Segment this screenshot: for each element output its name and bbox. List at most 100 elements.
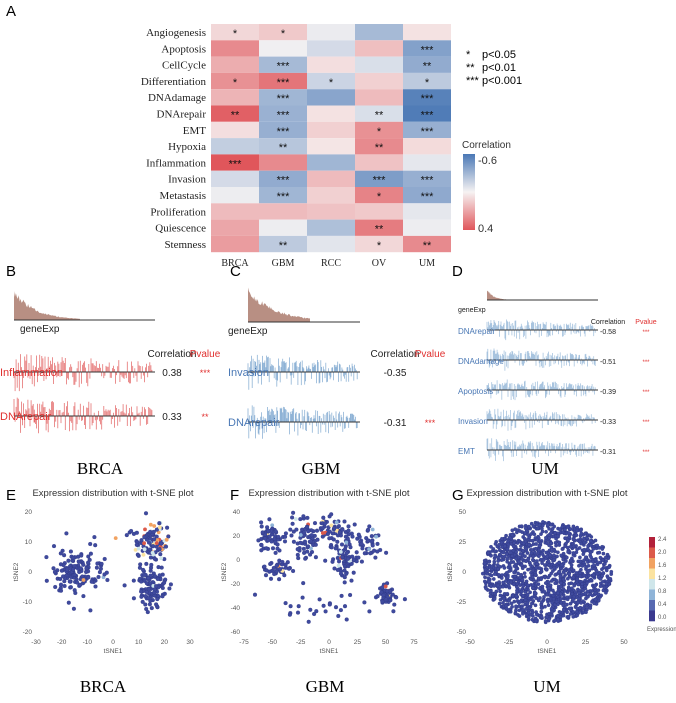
tsne-point: [148, 522, 153, 527]
x-axis-label: tSNE1: [104, 648, 123, 655]
tsne-point: [344, 551, 349, 556]
tsne-point: [264, 568, 269, 573]
tsne-point: [513, 611, 518, 615]
tsne-point: [84, 569, 89, 575]
tsne-point: [568, 601, 573, 606]
tsne-point: [518, 552, 523, 556]
y-axis-label: tSNE2: [447, 562, 454, 581]
tsne-point: [342, 604, 348, 609]
heatmap-cell: [211, 187, 259, 204]
tsne-point: [136, 546, 141, 551]
sig-label-3: p<0.001: [482, 75, 522, 87]
tsne-point: [528, 590, 532, 595]
tsne-point: [506, 539, 510, 544]
row-label: Hypoxia: [168, 141, 206, 153]
tsne-point: [53, 584, 58, 590]
tsne-point: [62, 583, 67, 589]
tsne-point: [271, 565, 276, 571]
tsne-point: [582, 540, 587, 545]
tsne-point: [541, 558, 546, 562]
tsne-point: [375, 541, 380, 546]
tsne-point: [534, 522, 539, 527]
tsne-point: [323, 558, 328, 563]
tsne-point: [498, 593, 503, 598]
significance-star: *: [233, 77, 238, 89]
tsne-point: [523, 531, 527, 535]
tsne-point: [340, 527, 345, 532]
tsne-point: [567, 587, 572, 592]
tsne-point: [586, 563, 591, 568]
tsne-point: [583, 531, 588, 536]
tsne-point: [283, 534, 288, 539]
tsne-point: [140, 599, 145, 604]
tsne-point: [500, 536, 504, 541]
tsne-point: [143, 511, 149, 516]
tsne-point: [268, 561, 273, 567]
tsne-point: [511, 544, 516, 549]
tsne-point: [88, 551, 93, 556]
correlation-header: Correlation: [591, 319, 625, 326]
tsne-point: [308, 552, 313, 557]
tsne-point: [541, 548, 545, 553]
tsne-point: [320, 531, 325, 535]
tsne-point: [565, 545, 570, 550]
tsne-point: [503, 554, 507, 559]
tsne-point: [576, 600, 580, 605]
tsne-point: [51, 566, 56, 571]
tsne-point: [339, 593, 344, 598]
tsne-point: [496, 567, 500, 571]
significance-star: ***: [277, 126, 291, 138]
tsne-point: [550, 526, 555, 531]
x-tick-label: 30: [186, 639, 194, 646]
tsne-point: [493, 542, 498, 546]
tsne-point: [143, 594, 148, 599]
tsne-point: [504, 606, 509, 611]
tsne-point: [577, 591, 581, 595]
tsne-point: [578, 555, 582, 560]
panel-label-f: F: [230, 487, 239, 504]
tsne-point: [344, 617, 349, 622]
tsne-point: [142, 572, 147, 577]
heatmap-cell: [403, 121, 451, 139]
y-tick-label: 50: [459, 509, 467, 516]
tsne-point: [527, 605, 532, 610]
tsne-point: [565, 595, 569, 600]
tsne-point: [144, 589, 149, 595]
tsne-point: [52, 569, 57, 575]
tsne-point: [259, 524, 264, 529]
tsne-point: [557, 540, 562, 545]
tsne-point: [498, 552, 502, 557]
cancer-label-b: BRCA: [77, 459, 124, 478]
tsne-point: [252, 592, 258, 597]
heatmap-cell: [403, 89, 451, 106]
expression-area: [14, 291, 80, 320]
track-label: DNArepair: [458, 327, 496, 336]
tsne-point: [278, 567, 283, 572]
tsne-point: [567, 581, 571, 586]
track-correlation: -0.35: [384, 368, 407, 379]
track-bars: [247, 405, 358, 439]
tsne-point: [287, 612, 292, 617]
tsne-point: [122, 583, 127, 588]
tsne-point: [274, 569, 279, 574]
x-tick-label: 75: [410, 639, 418, 646]
tsne-point: [301, 546, 306, 551]
tsne-point: [86, 554, 91, 559]
track-correlation: 0.38: [162, 368, 182, 379]
significance-star: ***: [421, 44, 435, 56]
significance-star: **: [231, 110, 240, 122]
tsne-point: [553, 531, 557, 535]
heatmap-cell: [211, 89, 259, 106]
x-tick-label: 50: [382, 639, 390, 646]
tsne-point: [526, 533, 530, 537]
significance-star: ***: [421, 93, 435, 105]
tsne-point: [336, 613, 341, 619]
tsne-point: [391, 609, 396, 614]
tsne-point: [600, 547, 605, 551]
tsne-point: [144, 561, 149, 566]
tsne-point: [369, 534, 374, 539]
heatmap-cell: [307, 235, 355, 253]
tsne-point: [565, 525, 570, 529]
track-label: DNArepair: [228, 417, 280, 429]
tsne-point: [510, 604, 514, 609]
